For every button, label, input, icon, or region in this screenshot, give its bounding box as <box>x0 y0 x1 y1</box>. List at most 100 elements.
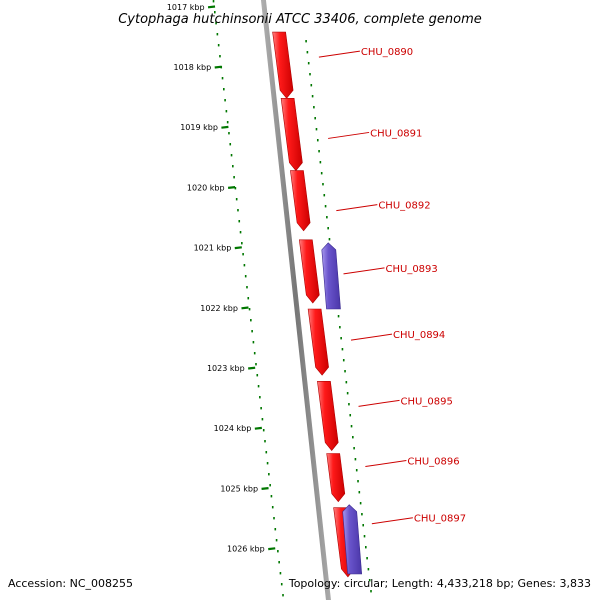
guide-dot <box>235 198 238 201</box>
forward-gene-arrow <box>280 98 303 172</box>
guide-dot <box>256 374 259 377</box>
guide-dot <box>216 33 219 36</box>
dotted-guides <box>212 0 372 597</box>
guide-dot <box>219 55 221 58</box>
gene-leader-line <box>365 460 407 468</box>
guide-dot <box>322 183 324 186</box>
forward-gene-arrow <box>307 308 329 376</box>
guide-dot <box>350 425 353 428</box>
guide-dot <box>247 297 250 300</box>
tick-label: 1019 kbp <box>180 123 218 132</box>
guide-dot <box>358 491 361 494</box>
guide-dot <box>342 359 345 362</box>
gene-label: CHU_0890 <box>361 47 413 58</box>
tick-label: 1020 kbp <box>187 183 225 192</box>
backbone <box>260 0 331 600</box>
tick-mark <box>207 5 216 9</box>
gene-label: CHU_0893 <box>386 264 438 275</box>
gene-leader-line <box>371 517 413 525</box>
tick-label: 1024 kbp <box>214 424 252 433</box>
guide-dot <box>305 40 307 43</box>
guide-dot <box>233 176 235 179</box>
tick-mark <box>234 246 242 250</box>
tick-mark <box>241 306 249 310</box>
guide-dot <box>354 458 357 461</box>
guide-dot <box>251 330 253 333</box>
guide-dot <box>362 524 365 527</box>
forward-gene-arrow <box>298 239 320 304</box>
accession-text: Accession: NC_008255 <box>8 577 133 590</box>
guide-dot <box>224 99 226 102</box>
guide-dot <box>309 73 311 76</box>
gene-label: CHU_0897 <box>414 514 466 525</box>
guide-dot <box>352 436 354 439</box>
gene-label: CHU_0892 <box>378 201 430 212</box>
guide-dot <box>229 143 232 146</box>
gene-leader-line <box>343 267 385 275</box>
guide-dot <box>339 326 341 329</box>
gene-label: CHU_0896 <box>407 457 459 468</box>
guide-dot <box>311 95 314 98</box>
map-title: Cytophaga hutchinsonii ATCC 33406, compl… <box>118 12 482 27</box>
forward-gene-arrow <box>317 380 339 451</box>
tick-label: 1026 kbp <box>227 545 265 554</box>
tick-mark <box>261 487 269 490</box>
forward-gene-arrow <box>290 170 311 232</box>
guide-dot <box>340 337 342 340</box>
tick-mark <box>248 366 256 370</box>
guide-dot <box>348 403 350 406</box>
guide-dot <box>279 572 282 575</box>
guide-dot <box>310 84 313 87</box>
guide-dot <box>226 121 229 124</box>
tick-mark <box>268 547 276 551</box>
guide-dot <box>259 396 261 399</box>
guide-dot <box>225 110 228 113</box>
backbone-strand <box>260 0 331 600</box>
guide-dot <box>319 161 322 164</box>
guide-dot <box>244 275 247 278</box>
forward-gene-arrow <box>272 31 294 99</box>
tick-label: 1023 kbp <box>207 364 245 373</box>
guide-dot <box>212 0 215 3</box>
guide-dot <box>353 447 355 450</box>
guide-dot <box>214 11 216 14</box>
guide-dot <box>271 506 274 509</box>
gene-leader-line <box>358 399 400 407</box>
guide-dot <box>306 51 309 54</box>
guide-dot <box>315 128 318 131</box>
tick-mark <box>254 426 262 430</box>
guide-dot <box>277 550 279 553</box>
guide-dot <box>318 150 320 153</box>
tick-label: 1022 kbp <box>200 304 238 313</box>
guide-dot <box>327 227 329 230</box>
guide-dot <box>320 172 323 175</box>
guide-dot <box>246 286 248 289</box>
guide-dot <box>366 557 368 560</box>
guide-dot <box>217 44 220 47</box>
guide-dot <box>228 132 230 135</box>
guide-dot <box>268 473 270 476</box>
guide-dot <box>255 363 257 366</box>
gene-label: CHU_0891 <box>370 128 422 139</box>
guide-dot <box>250 319 252 322</box>
guide-dot <box>243 264 246 267</box>
guide-dot <box>237 209 239 212</box>
guide-dot <box>266 462 269 465</box>
guide-dot <box>324 205 327 208</box>
gene-leader-line <box>318 50 360 58</box>
guide-dot <box>337 315 340 318</box>
guide-dot <box>367 568 370 571</box>
guide-dot <box>253 352 256 355</box>
guide-dot <box>282 594 284 597</box>
guide-dot <box>221 77 224 80</box>
guide-dot <box>314 117 316 120</box>
forward-gene-arrow <box>326 453 346 503</box>
guide-dot <box>215 22 217 25</box>
gene-labels: CHU_0890 CHU_0891 CHU_0892 CHU_0893 CHU_0894… <box>318 47 466 525</box>
tick-label: 1017 kbp <box>167 3 205 12</box>
tick-mark <box>221 125 229 129</box>
guide-dot <box>313 106 315 109</box>
guide-dot <box>370 590 372 593</box>
guide-dot <box>307 62 310 65</box>
guide-dot <box>234 187 237 190</box>
